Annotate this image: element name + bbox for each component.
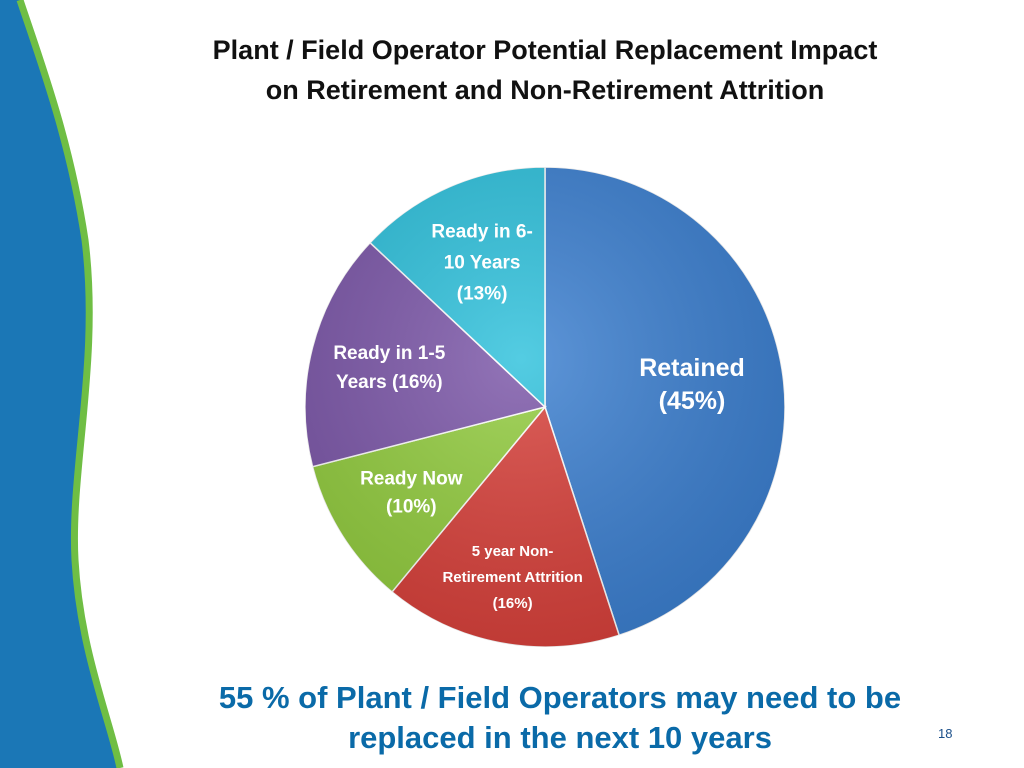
pie-slice-label-line: Ready Now <box>360 469 463 490</box>
pie-slice-label-line: (45%) <box>659 387 726 415</box>
summary-line-1: 55 % of Plant / Field Operators may need… <box>218 680 902 715</box>
pie-slice-label-line: Ready in 1-5 <box>333 343 445 364</box>
pie-slice-label-line: 10 Years <box>444 252 521 273</box>
pie-slice-label-line: (10%) <box>386 497 437 518</box>
pie-slice-label-1: 5 year Non- Retirement Attrition (16%) <box>442 543 582 612</box>
pie-slice-label-0: Retained (45%) <box>639 354 745 415</box>
chart-title-line-1: Plant / Field Operator Potential Replace… <box>212 35 878 65</box>
pie-slice-label-line: Years (16%) <box>336 372 443 393</box>
pie-slice-label-3: Ready in 1-5 Years (16%) <box>333 343 445 393</box>
summary-text: 55 % of Plant / Field Operators may need… <box>150 678 970 758</box>
pie-slice-label-2: Ready Now (10%) <box>360 469 463 518</box>
pie-slice-label-line: Retirement Attrition <box>442 569 582 586</box>
pie-slice-label-line: Ready in 6- <box>431 221 532 242</box>
summary-line-2: replaced in the next 10 years <box>348 720 772 755</box>
side-wave-decoration <box>0 0 124 768</box>
pie-slice-label-line: Retained <box>639 354 745 382</box>
chart-title: Plant / Field Operator Potential Replace… <box>160 30 930 110</box>
pie-slice-label-line: (16%) <box>493 595 533 612</box>
pie-slice-label-line: (13%) <box>457 283 508 304</box>
page-number: 18 <box>938 726 953 741</box>
pie-slice-label-4: Ready in 6- 10 Years (13%) <box>431 221 532 304</box>
pie-slice-label-line: 5 year Non- <box>472 543 554 560</box>
chart-title-line-2: on Retirement and Non-Retirement Attriti… <box>265 75 825 105</box>
